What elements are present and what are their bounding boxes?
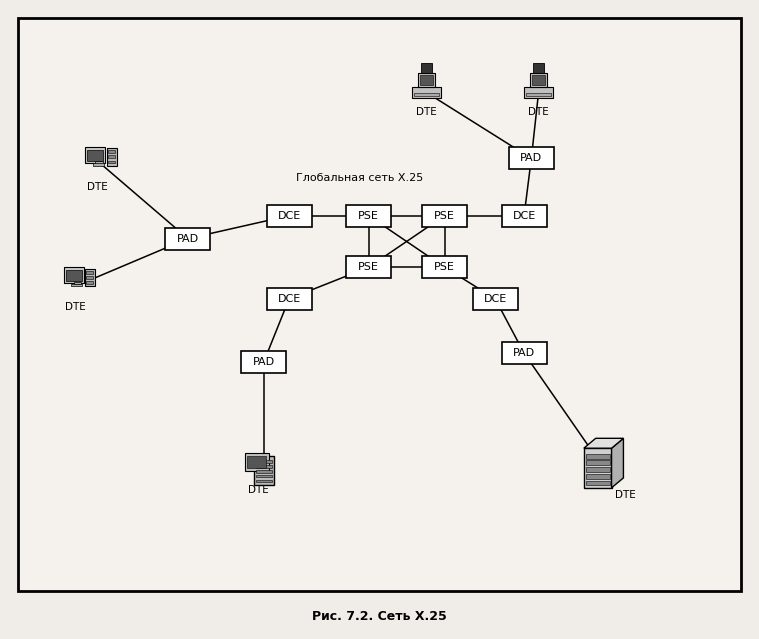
Bar [533,63,544,73]
Bar [64,267,83,283]
Polygon shape [612,438,623,488]
Bar [530,73,547,88]
Bar [93,164,104,166]
Text: DTE: DTE [416,107,437,118]
Text: Глобальная сеть Х.25: Глобальная сеть Х.25 [296,173,424,183]
Bar [108,155,115,158]
Bar [420,63,433,73]
Text: PAD: PAD [513,348,535,358]
Text: DCE: DCE [278,211,301,220]
Bar [241,351,286,373]
Bar [256,475,272,477]
Bar [586,474,609,479]
Bar [85,147,106,163]
Bar [256,465,272,468]
Text: PAD: PAD [253,357,275,367]
Text: PSE: PSE [434,262,455,272]
Bar [422,256,467,278]
Bar [266,204,312,227]
Bar [74,282,81,284]
Bar [418,73,435,88]
Bar [85,268,96,286]
Bar [247,456,266,468]
Bar [256,470,272,473]
Text: PAD: PAD [520,153,543,164]
Bar [509,148,554,169]
Text: DTE: DTE [616,490,636,500]
Bar [586,454,609,459]
Text: DTE: DTE [248,485,269,495]
Bar [108,150,115,153]
Bar [586,461,609,465]
Bar [502,343,546,364]
Text: Рис. 7.2. Сеть X.25: Рис. 7.2. Сеть X.25 [312,610,447,624]
Text: PSE: PSE [358,262,379,272]
Bar [524,88,553,98]
Bar [586,467,609,472]
Bar [420,75,433,86]
Bar [412,88,441,98]
Bar [86,281,93,284]
Polygon shape [584,438,623,448]
Bar [502,204,546,227]
Bar [107,148,117,166]
Bar [414,93,439,96]
Bar [586,481,609,486]
Text: DTE: DTE [528,107,549,118]
Bar [165,227,210,250]
Bar [245,453,269,471]
Bar [66,270,82,281]
Bar [87,150,103,160]
Text: DTE: DTE [87,182,108,192]
Bar [584,448,612,488]
Bar [108,160,115,164]
Bar [422,204,467,227]
Bar [532,75,545,86]
Bar [256,461,272,463]
Bar [256,479,272,482]
Bar [254,456,274,485]
Bar [86,276,93,279]
Bar [473,288,518,310]
Bar [266,288,312,310]
Text: DCE: DCE [483,294,507,304]
Bar [71,284,82,286]
Bar [18,18,741,591]
Text: PAD: PAD [177,234,199,243]
Bar [96,161,102,164]
Text: DTE: DTE [65,302,86,312]
Text: DCE: DCE [512,211,536,220]
Bar [346,256,391,278]
Bar [346,204,391,227]
Text: PSE: PSE [358,211,379,220]
Bar [526,93,551,96]
Text: DCE: DCE [278,294,301,304]
Text: PSE: PSE [434,211,455,220]
Bar [86,271,93,273]
